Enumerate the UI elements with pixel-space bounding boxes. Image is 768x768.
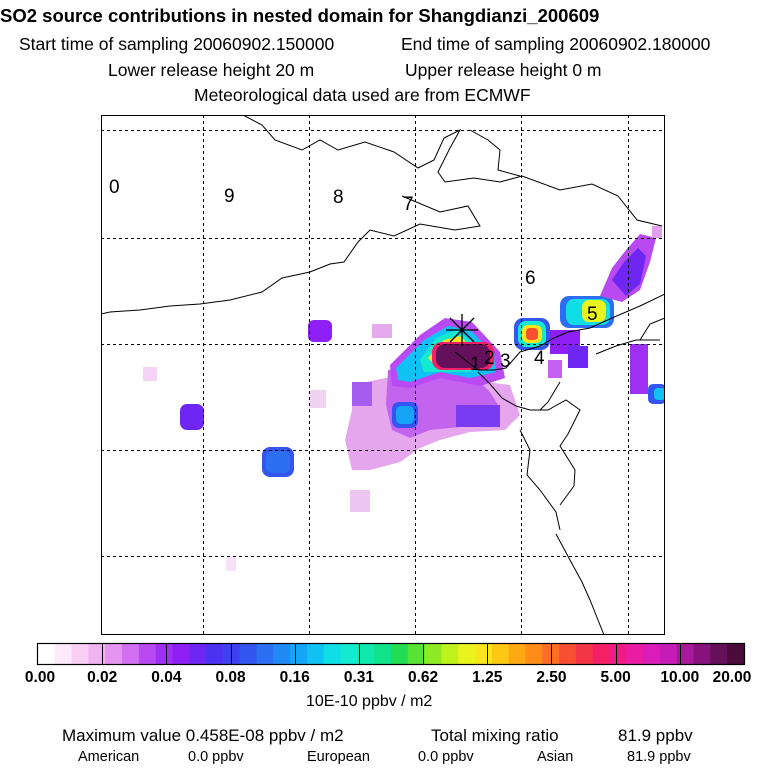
colorbar-cell	[323, 644, 342, 664]
colorbar-tick-label: 1.25	[472, 669, 503, 686]
region-european-value: 0.0 ppbv	[418, 749, 474, 765]
map-frame	[101, 115, 665, 635]
colorbar-tick-label: 0.00	[24, 669, 56, 686]
colorbar-tick-label: 0.02	[87, 669, 118, 686]
colorbar-cell	[575, 644, 594, 664]
end-time-text: End time of sampling 20060902.180000	[401, 34, 711, 54]
colorbar-tick-label: 0.04	[151, 669, 182, 686]
concentration-field	[143, 226, 665, 571]
colorbar-cell	[391, 644, 409, 664]
colorbar-cell	[458, 644, 476, 664]
source-number-0: 0	[109, 177, 120, 198]
start-time-text: Start time of sampling 20060902.150000	[19, 34, 335, 54]
lower-release-height-text: Lower release height 20 m	[108, 60, 315, 80]
colorbar-cell	[441, 644, 459, 664]
source-number-3: 3	[500, 351, 511, 372]
colorbar-cell	[542, 644, 560, 664]
colorbar-cell	[491, 644, 510, 664]
source-region-numbers: 0 9 8 7 6 5 4 3 2 1	[109, 177, 598, 375]
grid-lines	[101, 115, 665, 635]
colorbar-cell	[290, 644, 308, 664]
colorbar-cell	[172, 644, 190, 664]
colorbar-tick-label: 10.00	[660, 669, 700, 686]
colorbar-cell	[88, 644, 106, 664]
colorbar-cell	[424, 644, 443, 664]
colorbar-cell	[643, 644, 661, 664]
colorbar-tick-label: 0.08	[215, 669, 246, 686]
region-american-value: 0.0 ppbv	[188, 749, 244, 765]
region-asian-value: 81.9 ppbv	[627, 749, 691, 765]
colorbar-cell	[374, 644, 392, 664]
colorbar-tick-label: 2.50	[536, 669, 567, 686]
colorbar-cell	[609, 644, 627, 664]
source-number-2: 2	[484, 348, 495, 369]
colorbar-cell	[71, 644, 90, 664]
source-number-7: 7	[403, 194, 414, 215]
source-number-6: 6	[525, 268, 536, 289]
total-mixing-ratio-label: Total mixing ratio	[431, 726, 559, 745]
colorbar-tick-label: 5.00	[600, 669, 631, 686]
colorbar-cell	[592, 644, 611, 664]
maximum-value-text: Maximum value 0.458E-08 ppbv / m2	[62, 726, 344, 745]
coastlines	[101, 115, 665, 635]
colorbar-cell	[727, 644, 745, 664]
colorbar-cell	[525, 644, 543, 664]
region-asian-label: Asian	[537, 749, 574, 765]
colorbar-tick-label: 0.62	[407, 669, 439, 686]
colorbar-cell	[138, 644, 157, 664]
colorbar-cell	[189, 644, 207, 664]
colorbar-unit: 10E-10 ppbv / m2	[306, 693, 433, 710]
colorbar-tick-label: 20.00	[712, 669, 752, 686]
colorbar-tick-label: 0.31	[343, 669, 374, 686]
colorbar-cell	[340, 644, 358, 664]
colorbar-cell	[306, 644, 325, 664]
met-data-text: Meteorological data used are from ECMWF	[194, 85, 531, 105]
region-american-label: American	[78, 749, 140, 765]
colorbar-cell	[122, 644, 140, 664]
colorbar-cell	[38, 644, 56, 664]
source-number-9: 9	[224, 186, 235, 207]
colorbar-tick-label: 0.16	[279, 669, 310, 686]
source-number-1: 1	[470, 354, 481, 375]
colorbar-cell	[206, 644, 224, 664]
colorbar-cell	[54, 644, 73, 664]
colorbar-cell	[475, 644, 493, 664]
colorbar-cell	[659, 644, 678, 664]
colorbar-cell	[559, 644, 577, 664]
source-number-8: 8	[333, 187, 344, 208]
colorbar-cell	[676, 644, 695, 664]
colorbar-frame	[36, 642, 746, 666]
colorbar-cell	[273, 644, 291, 664]
region-european-label: European	[307, 749, 370, 765]
colorbar-cell	[626, 644, 644, 664]
colorbar-cell	[105, 644, 123, 664]
colorbar-cell	[256, 644, 274, 664]
colorbar-cell	[155, 644, 174, 664]
colorbar-cell	[508, 644, 527, 664]
source-number-4: 4	[534, 348, 545, 369]
receptor-marker-icon	[446, 314, 478, 346]
upper-release-height-text: Upper release height 0 m	[405, 60, 602, 80]
colorbar-cell	[693, 644, 711, 664]
page-title: SO2 source contributions in nested domai…	[0, 5, 600, 26]
colorbar-cell	[239, 644, 258, 664]
colorbar-cell	[710, 644, 728, 664]
total-mixing-ratio-value: 81.9 ppbv	[618, 726, 693, 745]
colorbar-cell	[407, 644, 426, 664]
source-number-5: 5	[587, 304, 598, 325]
colorbar-cell	[357, 644, 375, 664]
